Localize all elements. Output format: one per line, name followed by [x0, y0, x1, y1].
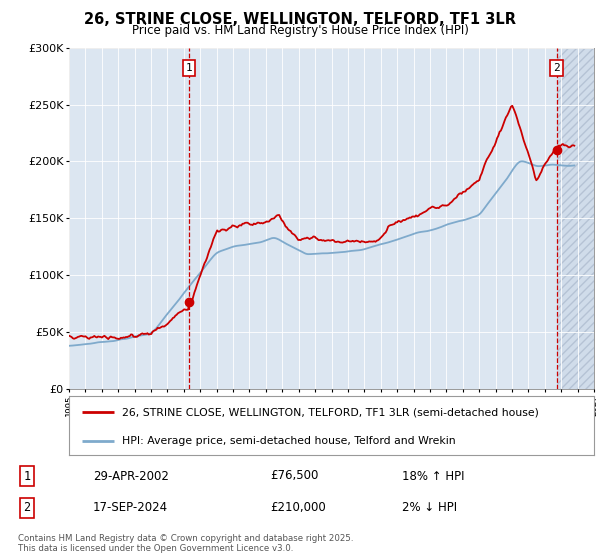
Text: 26, STRINE CLOSE, WELLINGTON, TELFORD, TF1 3LR: 26, STRINE CLOSE, WELLINGTON, TELFORD, T… — [84, 12, 516, 27]
Text: 26, STRINE CLOSE, WELLINGTON, TELFORD, TF1 3LR (semi-detached house): 26, STRINE CLOSE, WELLINGTON, TELFORD, T… — [121, 407, 538, 417]
Bar — [557, 48, 594, 389]
Text: 17-SEP-2024: 17-SEP-2024 — [93, 501, 168, 515]
Text: £76,500: £76,500 — [270, 469, 319, 483]
Text: 1: 1 — [23, 469, 31, 483]
Text: 1: 1 — [186, 63, 193, 73]
Text: Contains HM Land Registry data © Crown copyright and database right 2025.
This d: Contains HM Land Registry data © Crown c… — [18, 534, 353, 553]
Text: 2% ↓ HPI: 2% ↓ HPI — [402, 501, 457, 515]
Text: 29-APR-2002: 29-APR-2002 — [93, 469, 169, 483]
Text: £210,000: £210,000 — [270, 501, 326, 515]
Text: Price paid vs. HM Land Registry's House Price Index (HPI): Price paid vs. HM Land Registry's House … — [131, 24, 469, 37]
Text: 18% ↑ HPI: 18% ↑ HPI — [402, 469, 464, 483]
Text: 2: 2 — [23, 501, 31, 515]
Text: HPI: Average price, semi-detached house, Telford and Wrekin: HPI: Average price, semi-detached house,… — [121, 436, 455, 446]
Text: 2: 2 — [553, 63, 560, 73]
